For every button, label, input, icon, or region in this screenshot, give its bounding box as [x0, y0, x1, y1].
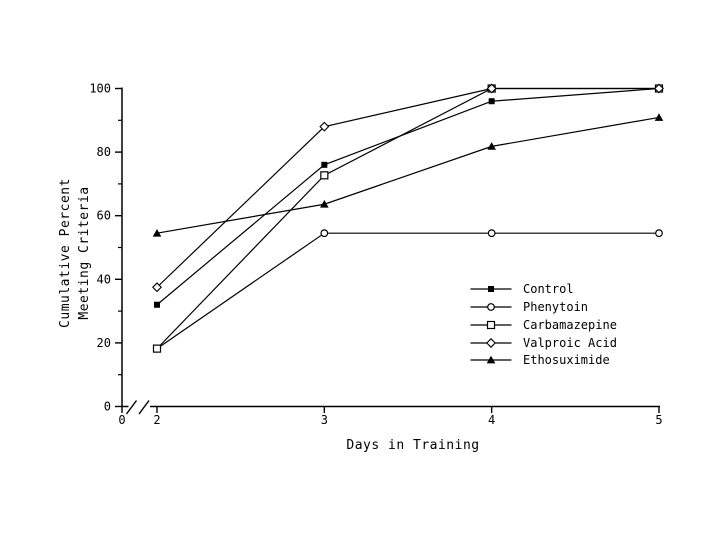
x-tick-label: 3	[321, 413, 328, 427]
open-circle-marker	[655, 229, 663, 238]
filled-triangle-marker	[320, 200, 329, 208]
y-tick-label: 20	[97, 336, 111, 350]
legend-label: Control	[523, 282, 574, 297]
series-line	[156, 87, 659, 288]
series-line	[156, 116, 660, 234]
series-valproic-acid	[152, 83, 664, 293]
x-tick-label: 0	[118, 413, 125, 427]
y-tick-label: 40	[97, 272, 111, 286]
filled-triangle-marker	[486, 356, 496, 364]
series-line	[156, 232, 659, 350]
y-axis-title: Cumulative Percent Meeting Criteria	[56, 103, 94, 403]
open-diamond-marker	[486, 83, 497, 94]
series-ethosuximide	[152, 113, 664, 237]
legend-item-ethosuximide: Ethosuximide	[470, 352, 610, 368]
legend-item-control: Control	[470, 281, 574, 297]
y-tick-label: 60	[97, 209, 111, 223]
y-axis-title-line1: Cumulative Percent	[58, 178, 73, 328]
y-tick-label: 0	[104, 400, 111, 414]
filled-square-legend-icon	[470, 286, 512, 293]
open-square-legend-icon	[470, 320, 512, 329]
open-circle-marker	[320, 229, 329, 238]
filled-square-marker	[488, 98, 495, 105]
filled-triangle-marker	[487, 142, 496, 150]
legend-item-valproic-acid: Valproic Acid	[470, 335, 617, 351]
open-circle-marker	[487, 229, 496, 238]
filled-square-marker	[321, 161, 328, 168]
legend-label: Ethosuximide	[523, 353, 610, 368]
series-line	[156, 87, 660, 306]
legend-label: Phenytoin	[523, 300, 589, 314]
y-tick-label: 80	[97, 145, 111, 159]
open-diamond-marker	[486, 337, 496, 348]
x-axis-title: Days in Training	[346, 438, 480, 453]
legend-label: Valproic Acid	[523, 335, 617, 350]
x-tick-label: 4	[488, 413, 495, 427]
x-tick-label: 5	[655, 413, 662, 427]
filled-triangle-legend-icon	[470, 356, 512, 364]
x-tick-label: 2	[153, 413, 160, 427]
y-tick-label: 100	[89, 82, 111, 96]
open-circle-marker	[487, 303, 495, 311]
open-diamond-legend-icon	[470, 337, 512, 348]
filled-square-marker	[154, 301, 160, 308]
legend-label: Carbamazepine	[523, 317, 617, 332]
legend-item-carbamazepine: Carbamazepine	[470, 317, 617, 333]
y-axis-title-line2: Meeting Criteria	[77, 186, 92, 320]
series-control	[154, 85, 662, 308]
open-square-marker	[152, 344, 162, 353]
open-square-marker	[486, 320, 496, 329]
filled-triangle-marker	[654, 113, 664, 121]
open-diamond-marker	[152, 282, 162, 293]
legend-item-phenytoin: Phenytoin	[470, 299, 588, 315]
filled-triangle-marker	[152, 228, 162, 237]
open-square-marker	[320, 171, 329, 180]
open-diamond-marker	[654, 83, 664, 94]
filled-square-marker	[488, 286, 494, 293]
x-axis-break-icon	[125, 400, 150, 415]
open-circle-legend-icon	[470, 303, 512, 311]
open-diamond-marker	[319, 121, 330, 132]
